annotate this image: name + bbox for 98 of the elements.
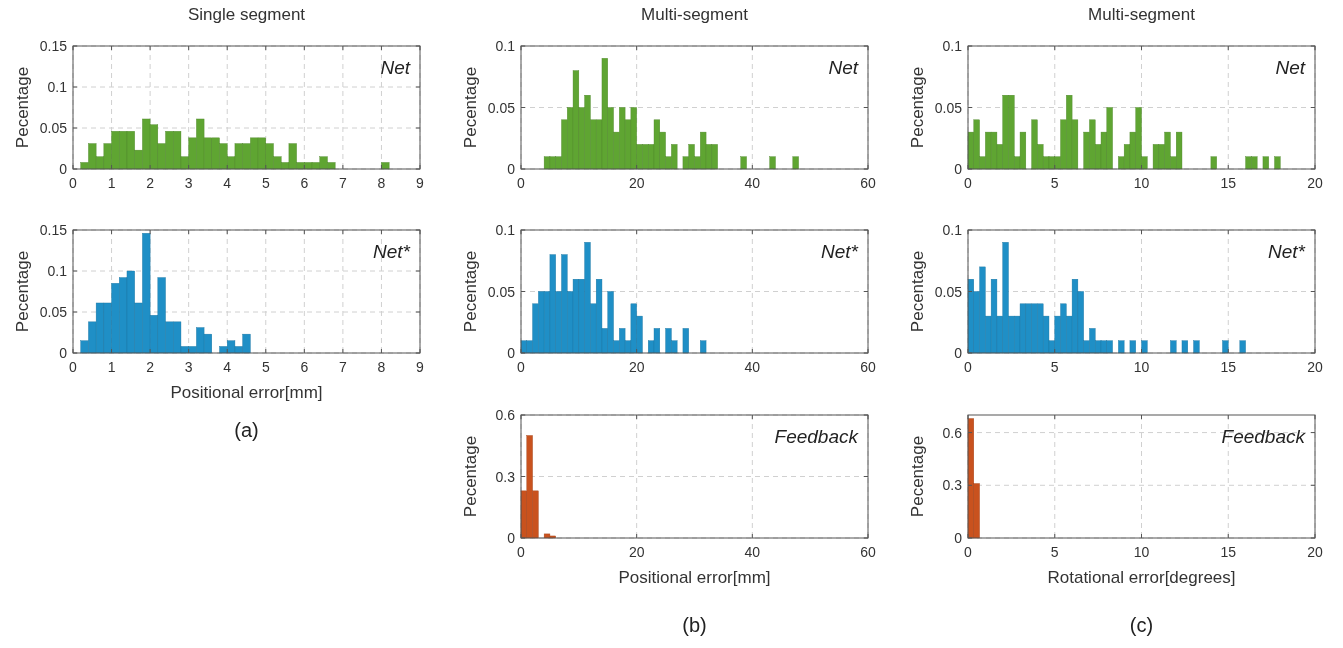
y-tick-label: 0.1: [495, 222, 516, 238]
x-tick-label: 3: [184, 175, 193, 191]
y-tick-label: 0.05: [487, 99, 516, 116]
y-tick-label: 0: [507, 161, 516, 177]
y-tick-label: 0.05: [934, 99, 963, 116]
x-tick-label: 40: [744, 175, 761, 191]
y-axis-title: Pecentage: [908, 250, 927, 333]
x-tick-label: 0: [517, 175, 526, 191]
x-tick-label: 20: [1307, 359, 1323, 375]
x-tick-label: 20: [628, 359, 645, 375]
x-tick-label: 40: [744, 359, 761, 375]
x-tick-label: 6: [300, 175, 309, 191]
x-tick-label: 15: [1220, 544, 1237, 560]
x-tick-label: 4: [223, 175, 232, 191]
y-tick-label: 0.1: [47, 263, 68, 279]
x-tick-label: 0: [517, 359, 526, 375]
y-tick-label: 0: [507, 530, 516, 546]
chart-title: Multi-segment: [1088, 5, 1196, 24]
y-tick-label: 0: [954, 161, 963, 177]
x-tick-label: 20: [628, 175, 645, 191]
x-tick-label: 10: [1133, 544, 1150, 560]
x-tick-label: 5: [1050, 175, 1059, 191]
y-tick-label: 0: [59, 161, 68, 177]
y-tick-label: 0: [954, 345, 963, 361]
y-tick-label: 0: [507, 345, 516, 361]
y-tick-label: 0.05: [487, 283, 516, 300]
x-tick-label: 15: [1220, 359, 1237, 375]
y-tick-label: 0.05: [934, 283, 963, 300]
y-tick-label: 0.3: [942, 477, 963, 494]
y-tick-label: 0.3: [495, 468, 516, 485]
x-tick-label: 0: [69, 359, 78, 375]
chart-title: Multi-segment: [641, 5, 749, 24]
y-tick-label: 0.05: [39, 120, 68, 136]
x-tick-label: 20: [1307, 544, 1323, 560]
annotation: Feedback: [774, 426, 860, 447]
x-tick-label: 8: [377, 359, 386, 375]
x-tick-label: 20: [1307, 175, 1323, 191]
y-axis-title: Pecentage: [13, 66, 32, 149]
annotation: Net: [380, 57, 411, 78]
x-tick-label: 9: [416, 175, 425, 191]
y-tick-label: 0.15: [39, 38, 68, 54]
x-tick-label: 20: [628, 544, 645, 560]
x-tick-label: 3: [184, 359, 193, 375]
y-tick-label: 0.1: [942, 222, 963, 238]
chart-title: Single segment: [187, 5, 306, 24]
text: (a): [234, 419, 259, 441]
x-tick-label: 2: [146, 359, 155, 375]
x-tick-label: 10: [1133, 175, 1150, 191]
x-tick-label: 10: [1133, 359, 1150, 375]
x-tick-label: 2: [146, 175, 155, 191]
annotation: Net: [1275, 57, 1306, 78]
x-axis-title: Positional error[mm]: [618, 568, 771, 587]
x-tick-label: 9: [416, 359, 425, 375]
y-tick-label: 0.15: [39, 222, 68, 238]
annotation: Net*: [373, 241, 411, 262]
x-tick-label: 0: [964, 544, 973, 560]
x-tick-label: 60: [860, 544, 876, 560]
annotation: Feedback: [1221, 426, 1307, 447]
x-tick-label: 7: [338, 175, 347, 191]
x-tick-label: 0: [964, 175, 973, 191]
x-tick-label: 0: [964, 359, 973, 375]
x-tick-label: 60: [860, 175, 876, 191]
annotation: Net: [828, 57, 859, 78]
x-tick-label: 4: [223, 359, 232, 375]
y-axis-title: Pecentage: [461, 66, 480, 149]
y-tick-label: 0.1: [942, 38, 963, 54]
x-tick-label: 5: [261, 359, 270, 375]
x-tick-label: 15: [1220, 175, 1237, 191]
x-tick-label: 5: [1050, 544, 1059, 560]
x-tick-label: 40: [744, 544, 761, 560]
x-tick-label: 60: [860, 359, 876, 375]
y-tick-label: 0.05: [39, 304, 68, 320]
y-axis-title: Pecentage: [908, 66, 927, 149]
y-tick-label: 0: [59, 345, 68, 361]
y-axis-title: Pecentage: [461, 250, 480, 333]
x-tick-label: 1: [107, 175, 116, 191]
text: (b): [682, 614, 707, 636]
y-axis-title: Pecentage: [908, 435, 927, 518]
x-tick-label: 7: [338, 359, 347, 375]
annotation: Net*: [1268, 241, 1306, 262]
x-tick-label: 1: [107, 359, 116, 375]
x-axis-title: Rotational error[degrees]: [1047, 568, 1236, 587]
x-tick-label: 5: [261, 175, 270, 191]
x-tick-label: 0: [517, 544, 526, 560]
y-tick-label: 0.1: [495, 38, 516, 54]
x-tick-label: 5: [1050, 359, 1059, 375]
y-tick-label: 0: [954, 530, 963, 546]
y-tick-label: 0.6: [495, 407, 516, 423]
text: (c): [1129, 614, 1154, 636]
x-tick-label: 6: [300, 359, 309, 375]
y-axis-title: Pecentage: [461, 435, 480, 518]
x-axis-title: Positional error[mm]: [170, 383, 323, 402]
y-tick-label: 0.1: [47, 79, 68, 95]
x-tick-label: 8: [377, 175, 386, 191]
x-tick-label: 0: [69, 175, 78, 191]
y-axis-title: Pecentage: [13, 250, 32, 333]
y-tick-label: 0.6: [942, 424, 963, 441]
annotation: Net*: [821, 241, 859, 262]
